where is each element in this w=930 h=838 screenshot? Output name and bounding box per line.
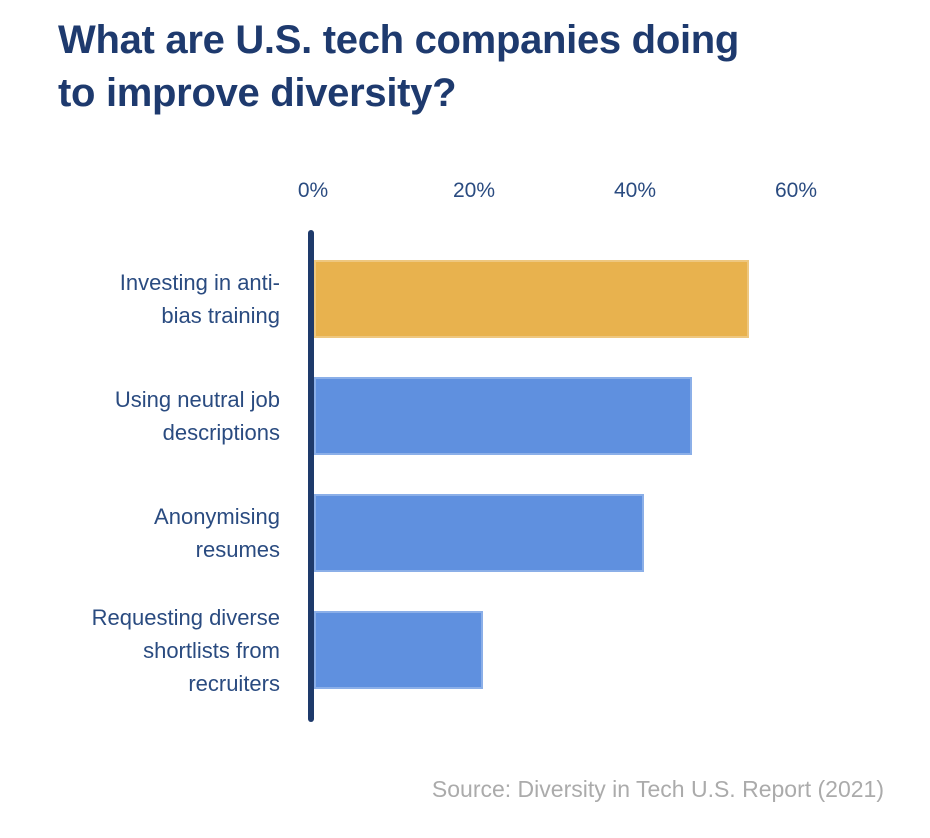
x-tick-60pct: 60% [774,179,818,202]
x-tick-40pct: 40% [613,179,657,202]
category-label-line: Requesting diverse [91,604,280,630]
chart-title-line1: What are U.S. tech companies doing [58,18,740,62]
category-label-line: resumes [195,537,280,562]
x-tick-20pct: 20% [452,179,496,202]
x-axis-ticks: 0% 20% 40% 60% [0,179,930,207]
bar-row: Requesting diverse shortlists from recruit… [40,605,749,696]
category-label: Using neutral job descriptions [40,383,280,449]
source-caption: Source: Diversity in Tech U.S. Report (2… [431,776,884,802]
category-label-line: bias training [161,303,280,328]
category-label: Investing in anti-bias training [40,266,280,332]
bar-segment [314,611,484,689]
chart-title-line2: to improve diversity? [58,71,457,115]
x-tick-0pct: 0% [297,179,329,202]
category-label-line: shortlists from [143,637,280,663]
y-axis-line [308,230,314,722]
category-label-line: Investing in anti- [119,270,280,295]
category-label-line: recruiters [188,670,280,696]
category-label-line: Using neutral job [114,387,280,412]
bar-chart: Investing in anti-bias training Using neu… [40,260,749,696]
bar-row: Anonymising resumes [40,494,749,572]
bar-segment [314,377,693,455]
category-label: Anonymising resumes [40,500,280,566]
bar-segment [314,494,645,572]
bar-row: Using neutral job descriptions [40,377,749,455]
chart-title: What are U.S. tech companies doing to imp… [58,14,739,120]
category-label: Requesting diverse shortlists from recruit… [40,601,280,700]
category-label-line: Anonymising [154,504,280,529]
bar-row: Investing in anti-bias training [40,260,749,338]
bar-segment [314,260,749,338]
category-label-line: descriptions [162,420,280,445]
